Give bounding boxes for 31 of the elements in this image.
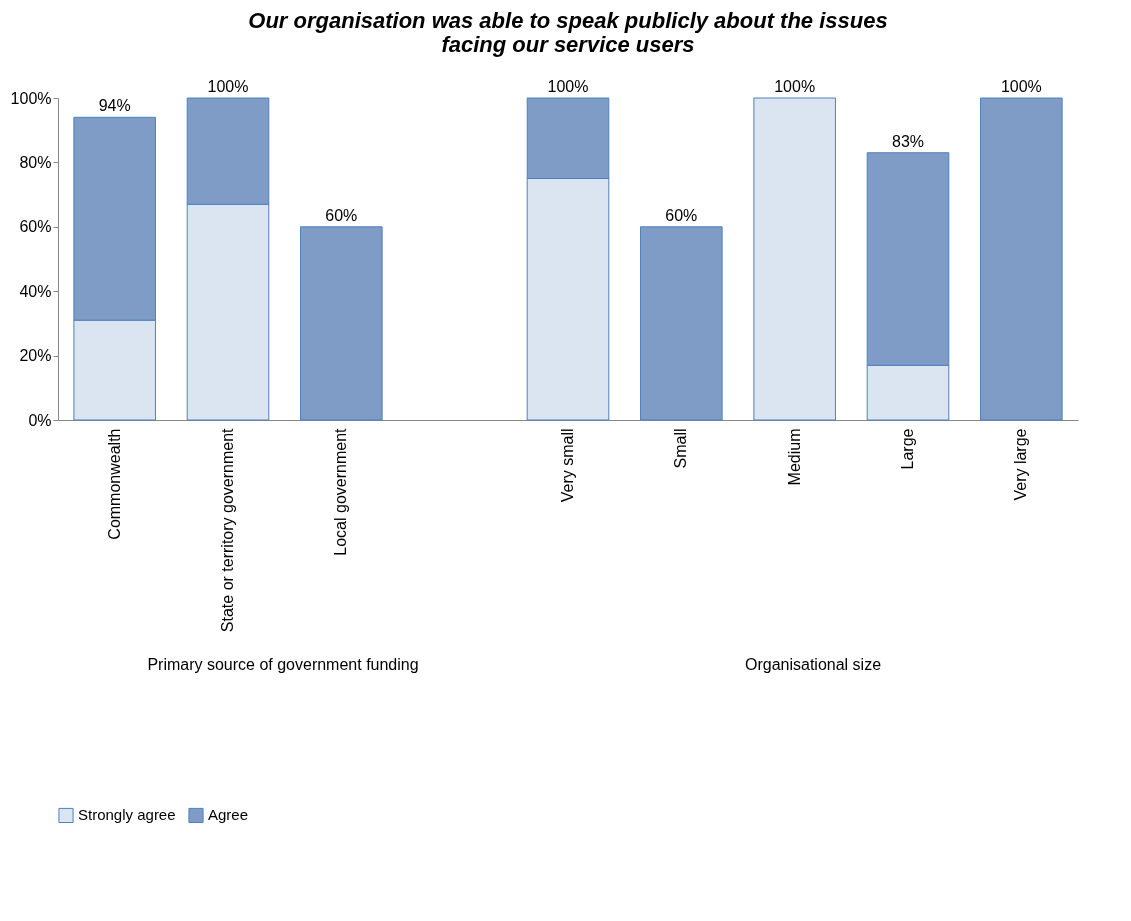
bar bbox=[640, 226, 723, 421]
bar bbox=[980, 97, 1063, 421]
x-tick-label: State or territory government bbox=[219, 427, 236, 633]
legend-label: Agree bbox=[208, 806, 249, 824]
x-tick-label: Local government bbox=[332, 427, 350, 556]
legend-label: Strongly agree bbox=[78, 806, 176, 824]
y-tick-label: 80% bbox=[19, 153, 52, 171]
total-label: 60% bbox=[665, 206, 698, 224]
text: Primary source of government funding bbox=[147, 656, 419, 673]
bar bbox=[300, 226, 383, 421]
text: Organisational size bbox=[744, 656, 882, 673]
bar bbox=[753, 97, 836, 421]
total-label: 100% bbox=[547, 78, 589, 95]
total-label: 100% bbox=[1000, 78, 1042, 95]
total-label: 83% bbox=[891, 132, 925, 150]
x-tick-label: Very small bbox=[559, 428, 576, 503]
x-tick-label: Commonwealth bbox=[105, 428, 123, 540]
total-label: 100% bbox=[774, 78, 816, 95]
x-tick-label: Very large bbox=[1012, 428, 1030, 501]
chart-title: Our organisation was able to speak publicly about the issues facing our service users bbox=[248, 8, 888, 57]
x-tick-label: Large bbox=[899, 428, 916, 470]
x-tick-label: Small bbox=[672, 428, 690, 469]
total-label: 94% bbox=[98, 97, 131, 115]
y-tick-label: 20% bbox=[19, 347, 52, 365]
y-tick-label: 60% bbox=[19, 218, 52, 236]
y-tick-label: 40% bbox=[19, 282, 52, 300]
x-tick-label: Medium bbox=[785, 428, 803, 486]
y-tick-label: 0% bbox=[28, 411, 52, 429]
total-label: 60% bbox=[325, 206, 358, 224]
y-tick-label: 100% bbox=[10, 89, 52, 107]
total-label: 100% bbox=[207, 78, 249, 95]
